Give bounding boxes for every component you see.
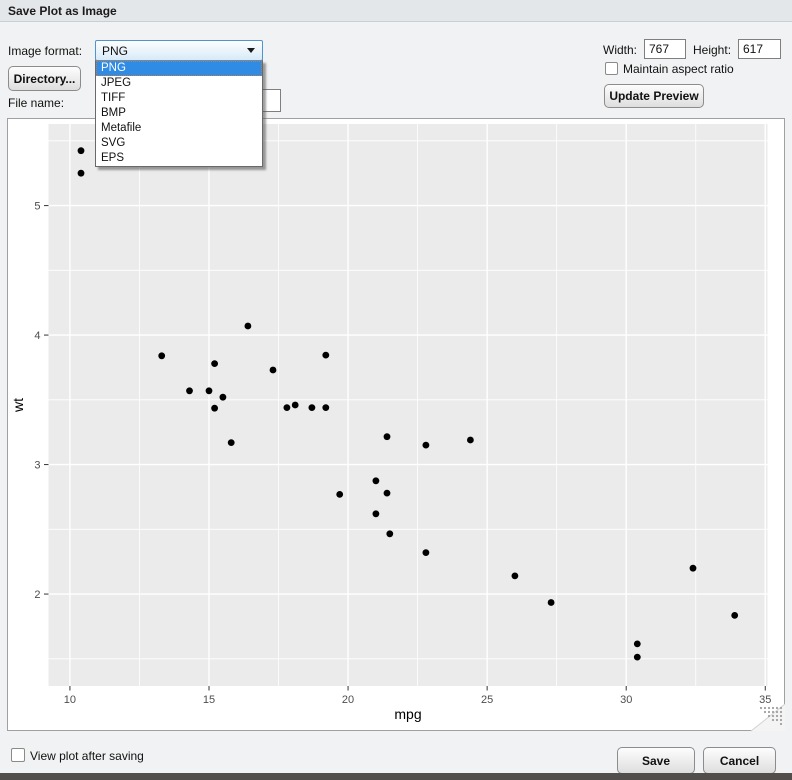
plot-preview-area: 10 15 20 25 30 35 2 3 4 5 mpg wt: [7, 118, 786, 732]
data-point: [372, 477, 380, 485]
y-axis-title: wt: [10, 398, 26, 413]
data-point: [633, 653, 641, 661]
format-option-svg[interactable]: SVG: [101, 137, 126, 149]
data-point: [422, 441, 430, 449]
height-label: Height:: [693, 43, 732, 57]
data-point: [77, 169, 85, 177]
width-label: Width:: [603, 43, 638, 57]
save-button[interactable]: Save: [617, 747, 695, 774]
view-plot-label: View plot after saving: [30, 749, 144, 763]
data-point: [336, 491, 344, 498]
data-point: [291, 401, 299, 409]
chevron-down-icon: [247, 48, 255, 53]
data-point: [322, 404, 330, 411]
x-tick-label: 35: [759, 694, 771, 706]
maintain-aspect-label: Maintain aspect ratio: [623, 62, 734, 76]
resize-grip[interactable]: [750, 703, 786, 732]
format-option-eps[interactable]: EPS: [101, 152, 125, 164]
data-point: [383, 489, 391, 497]
update-preview-button[interactable]: Update Preview: [604, 84, 704, 108]
y-tick-label: 2: [34, 589, 40, 601]
y-tick-label: 4: [34, 330, 40, 342]
image-format-label: Image format:: [8, 44, 83, 58]
image-format-selected-value: PNG: [102, 43, 129, 58]
data-point: [386, 530, 394, 538]
data-point: [383, 433, 391, 441]
format-option-bmp[interactable]: BMP: [101, 107, 126, 119]
y-tick-label: 3: [34, 460, 40, 472]
data-point: [511, 572, 519, 580]
data-point: [158, 352, 166, 360]
window-edge: [0, 773, 792, 780]
data-point: [227, 439, 235, 446]
data-point: [731, 612, 739, 619]
data-point: [322, 351, 330, 359]
format-option-png[interactable]: PNG: [96, 61, 262, 76]
x-axis-title: mpg: [394, 706, 421, 722]
dialog-titlebar: Save Plot as Image: [0, 0, 792, 22]
format-dropdown-list: PNG JPEG TIFF BMP Metafile SVG EPS: [95, 60, 263, 167]
plot-svg: 10 15 20 25 30 35 2 3 4 5 mpg wt: [10, 124, 786, 732]
data-point: [244, 322, 252, 330]
data-point: [77, 147, 85, 155]
x-tick-label: 15: [203, 694, 215, 706]
data-point: [308, 404, 316, 411]
maintain-aspect-checkbox[interactable]: [605, 62, 618, 75]
data-point: [689, 564, 697, 572]
cancel-button[interactable]: Cancel: [703, 747, 776, 774]
x-tick-label: 20: [342, 694, 354, 706]
height-input[interactable]: [738, 39, 781, 59]
x-tick-label: 10: [64, 694, 76, 706]
plot-panel: [48, 124, 768, 686]
format-option-jpeg[interactable]: JPEG: [101, 77, 132, 89]
data-point: [211, 404, 219, 412]
y-tick-label: 5: [34, 201, 40, 213]
data-point: [372, 510, 380, 518]
data-point: [422, 549, 430, 556]
data-point: [467, 436, 474, 444]
data-point: [283, 404, 291, 411]
file-name-label: File name:: [8, 96, 65, 110]
view-plot-checkbox[interactable]: [11, 748, 25, 762]
directory-button[interactable]: Directory...: [8, 66, 81, 91]
data-point: [269, 366, 277, 374]
data-point: [633, 640, 641, 648]
data-point: [547, 599, 555, 606]
data-point: [211, 360, 219, 367]
x-tick-label: 25: [481, 694, 493, 706]
data-point: [205, 387, 213, 395]
format-option-metafile[interactable]: Metafile: [101, 122, 142, 134]
format-option-tiff[interactable]: TIFF: [101, 92, 126, 104]
data-point: [186, 387, 193, 395]
data-point: [219, 393, 227, 401]
dialog-title: Save Plot as Image: [8, 4, 117, 18]
image-format-select[interactable]: PNG: [95, 40, 263, 61]
x-tick-label: 30: [620, 694, 632, 706]
width-input[interactable]: [644, 39, 686, 59]
